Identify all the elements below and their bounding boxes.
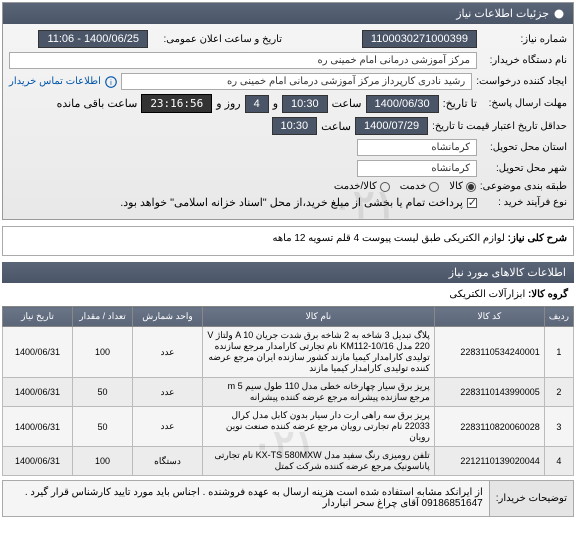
col-qty: تعداد / مقدار (73, 307, 133, 327)
days-value: 4 (245, 95, 269, 113)
time-label-1: ساعت (332, 97, 362, 110)
table-row: 32283110820060028پریز برق سه راهی ارت دا… (3, 407, 574, 447)
deadline-date: 1400/06/30 (366, 95, 439, 113)
cat-goods-service-radio[interactable]: کالا/خدمت (334, 181, 390, 192)
min-valid-time: 10:30 (272, 117, 318, 135)
radio-icon (380, 182, 390, 192)
need-title-value: لوازم الکتریکی طبق لیست پیوست 4 قلم تسوی… (273, 233, 505, 244)
table-row: 12283110534240001پلاگ تبدیل 3 شاخه به 2 … (3, 327, 574, 378)
cell-code: 2283110534240001 (434, 327, 544, 378)
process-note: پرداخت تمام یا بخشی از مبلغ خرید،از محل … (120, 196, 463, 209)
deadline-label: مهلت ارسال پاسخ: (481, 98, 567, 109)
group-value: ابزارآلات الکتریکی (449, 289, 525, 300)
cell-date: 1400/06/31 (3, 407, 73, 447)
panel-header: جزئیات اطلاعات نیاز (3, 3, 573, 24)
cell-idx: 2 (544, 378, 573, 407)
table-row: 42212110139020044تلفن رومیزی رنگ سفید مد… (3, 447, 574, 476)
cat-service-label: خدمت (400, 181, 427, 192)
deadline-time: 10:30 (282, 95, 328, 113)
col-code: کد کالا (434, 307, 544, 327)
table-header-row: ردیف کد کالا نام کالا واحد شمارش تعداد /… (3, 307, 574, 327)
svg-text:i: i (110, 78, 112, 87)
form-body: شماره نیاز: 1100030271000399 تاریخ و ساع… (3, 24, 573, 219)
process-label: نوع فرآیند خرید : (481, 197, 567, 208)
cell-unit: دستگاه (133, 447, 203, 476)
process-checkbox[interactable] (467, 198, 477, 208)
cell-date: 1400/06/31 (3, 378, 73, 407)
col-unit: واحد شمارش (133, 307, 203, 327)
cell-code: 2283110143990005 (434, 378, 544, 407)
cell-qty: 50 (73, 407, 133, 447)
cell-code: 2283110820060028 (434, 407, 544, 447)
info-icon: i (105, 76, 117, 88)
requester-value: رشید نادری کارپرداز مرکز آموزشی درمانی ا… (121, 73, 472, 90)
cell-idx: 4 (544, 447, 573, 476)
days-suffix: روز و (216, 97, 240, 110)
cat-goods-radio[interactable]: کالا (449, 181, 476, 192)
contact-link-text: اطلاعات تماس خریدار (9, 76, 101, 87)
cat-service-radio[interactable]: خدمت (400, 181, 440, 192)
cell-qty: 100 (73, 447, 133, 476)
province-label: استان محل تحویل: (481, 142, 567, 153)
cell-unit: عدد (133, 407, 203, 447)
need-description-box: شرح کلی نیاز: لوازم الکتریکی طبق لیست پی… (2, 226, 574, 256)
items-table: ردیف کد کالا نام کالا واحد شمارش تعداد /… (2, 306, 574, 476)
need-no-value: 1100030271000399 (362, 30, 477, 48)
cell-code: 2212110139020044 (434, 447, 544, 476)
contact-info-link[interactable]: i اطلاعات تماس خریدار (9, 76, 117, 88)
cell-date: 1400/06/31 (3, 327, 73, 378)
province-value: کرمانشاه (357, 139, 477, 156)
need-title-label: شرح کلی نیاز: (508, 233, 567, 244)
cat-goods-service-label: کالا/خدمت (334, 181, 377, 192)
cell-qty: 100 (73, 327, 133, 378)
group-row: گروه کالا: ابزارآلات الکتریکی (0, 285, 576, 304)
deadline-to-label: تا تاریخ: (443, 97, 477, 110)
category-group: کالا خدمت کالا/خدمت (334, 181, 476, 192)
items-section-header: اطلاعات کالاهای مورد نیاز (2, 262, 574, 283)
cell-name: پریز برق سه راهی ارت دار سیار بدون کابل … (203, 407, 435, 447)
table-row: 22283110143990005پریز برق سیار چهارخانه … (3, 378, 574, 407)
cell-unit: عدد (133, 327, 203, 378)
announce-value: 1400/06/25 - 11:06 (38, 30, 148, 48)
panel-title: جزئیات اطلاعات نیاز (456, 7, 549, 20)
city-value: کرمانشاه (357, 160, 477, 177)
requester-label: ایجاد کننده درخواست: (476, 76, 567, 87)
radio-icon (466, 182, 476, 192)
cell-name: تلفن رومیزی رنگ سفید مدل KX-TS 580MXW نا… (203, 447, 435, 476)
cell-name: پریز برق سیار چهارخانه خطی مدل 110 طول س… (203, 378, 435, 407)
col-idx: ردیف (544, 307, 573, 327)
cell-date: 1400/06/31 (3, 447, 73, 476)
col-date: تاریخ نیاز (3, 307, 73, 327)
need-no-label: شماره نیاز: (481, 34, 567, 45)
cell-idx: 1 (544, 327, 573, 378)
buyer-notes-text: از ایرانکد مشابه استفاده شده است هزینه ا… (3, 481, 489, 516)
timer-suffix: ساعت باقی مانده (57, 97, 138, 110)
countdown-timer: 23:16:56 (141, 94, 212, 113)
need-info-panel: جزئیات اطلاعات نیاز شماره نیاز: 11000302… (2, 2, 574, 220)
cell-name: پلاگ تبدیل 3 شاخه به 2 شاخه برق شدت جریا… (203, 327, 435, 378)
announce-label: تاریخ و ساعت اعلان عمومی: (152, 34, 282, 45)
min-valid-date: 1400/07/29 (355, 117, 428, 135)
panel-icon (553, 8, 565, 20)
buyer-org-label: نام دستگاه خریدار: (481, 55, 567, 66)
min-valid-label: حداقل تاریخ اعتبار قیمت تا تاریخ: (432, 121, 567, 132)
cell-qty: 50 (73, 378, 133, 407)
group-label: گروه کالا: (528, 289, 568, 300)
subject-cat-label: طبقه بندی موضوعی: (480, 181, 567, 192)
cat-goods-label: کالا (449, 181, 463, 192)
time-label-2: ساعت (321, 120, 351, 133)
buyer-notes-box: توضیحات خریدار: از ایرانکد مشابه استفاده… (2, 480, 574, 517)
col-name: نام کالا (203, 307, 435, 327)
radio-icon (429, 182, 439, 192)
cell-idx: 3 (544, 407, 573, 447)
cell-unit: عدد (133, 378, 203, 407)
buyer-notes-label: توضیحات خریدار: (489, 481, 573, 516)
buyer-org-value: مرکز آموزشی درمانی امام خمینی ره (9, 52, 477, 69)
days-and: و (273, 97, 278, 110)
city-label: شهر محل تحویل: (481, 163, 567, 174)
